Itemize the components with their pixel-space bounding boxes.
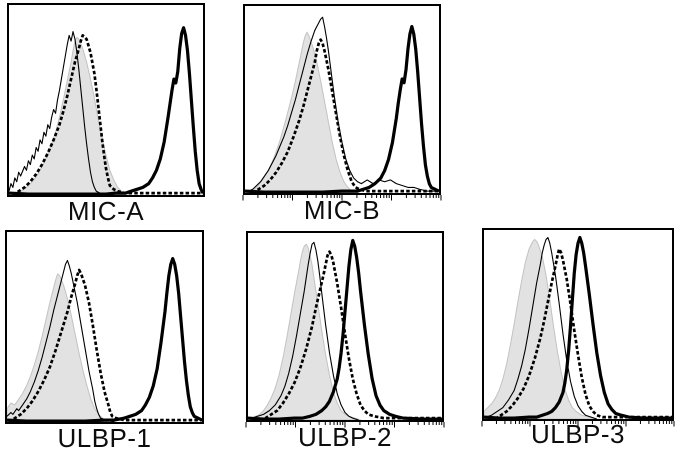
- panel-label-ulbp-3: ULBP-3: [530, 419, 626, 449]
- x-axis-ticks-ulbp-3: [482, 421, 674, 428]
- histogram-plot-mic-b: [245, 6, 439, 193]
- panel-ulbp-2: [246, 231, 444, 422]
- panel-label-ulbp-1: ULBP-1: [57, 423, 152, 452]
- x-axis-ticks-mic-b: [243, 195, 441, 202]
- panel-label-mic-b: MIC-B: [303, 195, 381, 225]
- panel-label-mic-a: MIC-A: [67, 196, 145, 226]
- panel-ulbp-3: [482, 228, 674, 421]
- histogram-plot-ulbp-1: [7, 232, 202, 422]
- x-axis-ticks-ulbp-2: [246, 422, 444, 429]
- panel-label-ulbp-2: ULBP-2: [297, 422, 393, 452]
- histogram-plot-mic-a: [9, 5, 203, 195]
- histogram-plot-ulbp-3: [484, 230, 672, 419]
- panel-ulbp-1: [5, 230, 204, 424]
- histogram-plot-ulbp-2: [248, 233, 442, 420]
- panel-mic-a: [7, 3, 205, 197]
- panel-mic-b: [243, 4, 441, 195]
